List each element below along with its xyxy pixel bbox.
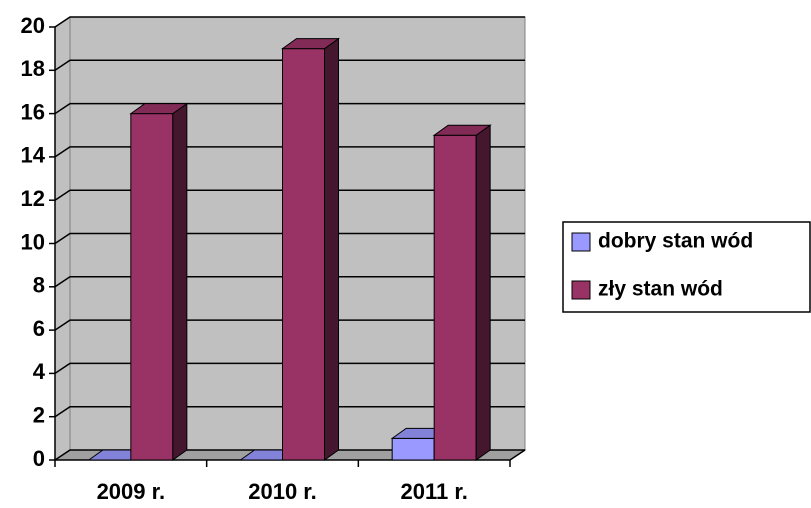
grid-line xyxy=(54,449,525,461)
x-tick-label: 2010 r. xyxy=(248,479,317,504)
y-tick-label: 2 xyxy=(33,403,45,428)
legend: dobry stan wód zły stan wód xyxy=(562,221,811,313)
grid-line xyxy=(54,319,525,331)
grid-line xyxy=(54,189,525,201)
bar-front xyxy=(433,134,477,461)
y-tick-label: 4 xyxy=(33,359,46,384)
bar-top xyxy=(280,38,341,50)
y-tick-label: 14 xyxy=(21,143,46,168)
legend-box xyxy=(562,221,811,313)
grid-line xyxy=(54,146,525,158)
bar-side xyxy=(475,124,491,461)
legend-swatch xyxy=(571,280,591,300)
grid-line xyxy=(54,405,525,418)
x-tick-label: 2011 r. xyxy=(401,479,468,504)
grid-line xyxy=(54,102,525,115)
x-axis-back xyxy=(509,449,526,461)
y-tick-label: 20 xyxy=(21,13,45,38)
legend-label: zły stan wód xyxy=(598,278,723,301)
legend-swatch xyxy=(571,232,591,252)
y-tick-label: 8 xyxy=(33,273,45,298)
bar-top xyxy=(129,103,189,115)
y-tick-label: 10 xyxy=(21,229,45,254)
bar-side xyxy=(324,37,339,461)
bar-top xyxy=(432,124,492,136)
grid-line xyxy=(54,362,525,375)
grid-line xyxy=(54,16,525,28)
bar-front xyxy=(391,437,435,461)
y-tick-label: 0 xyxy=(33,446,45,471)
y-tick-label: 18 xyxy=(21,56,45,81)
y-tick-label: 6 xyxy=(33,316,45,341)
legend-label: dobry stan wód xyxy=(598,230,753,253)
y-tick-label: 12 xyxy=(21,186,45,211)
bar-side xyxy=(172,102,188,461)
bar-front xyxy=(282,48,325,461)
x-tick-label: 2009 r. xyxy=(97,479,166,504)
y-tick-label: 16 xyxy=(21,99,45,124)
grid-line xyxy=(54,232,525,245)
grid-line xyxy=(54,59,525,71)
bar-front xyxy=(130,113,174,461)
grid-line xyxy=(54,276,525,288)
